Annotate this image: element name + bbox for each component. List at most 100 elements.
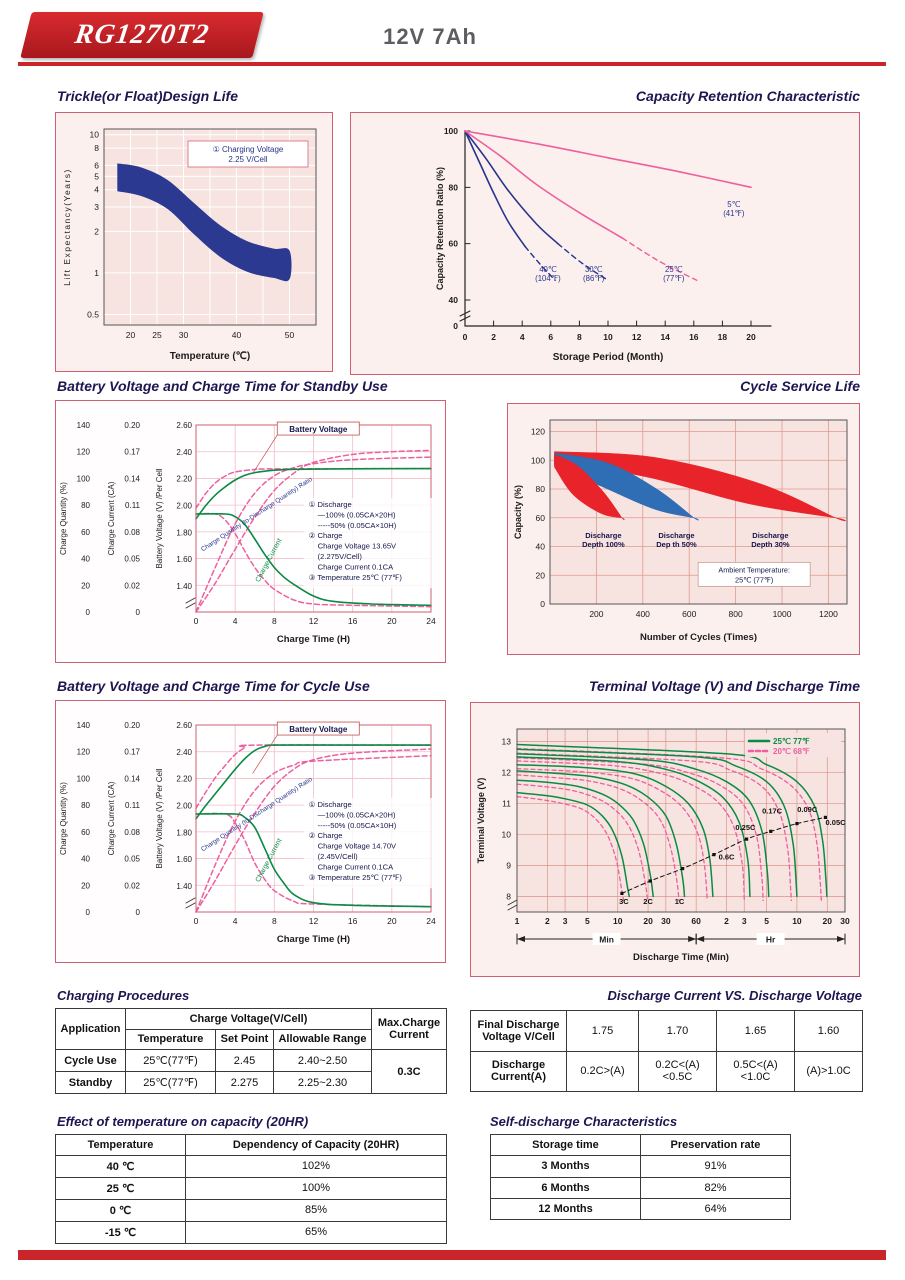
- svg-text:(2.45V/Cell): (2.45V/Cell): [318, 852, 359, 861]
- table-title-charging-procedures: Charging Procedures: [57, 988, 190, 1003]
- svg-text:Depth 100%: Depth 100%: [582, 540, 625, 549]
- svg-text:25: 25: [152, 330, 162, 340]
- svg-text:12: 12: [502, 767, 512, 777]
- svg-text:Charge Current 0.1CA: Charge Current 0.1CA: [318, 562, 394, 571]
- svg-text:0.05: 0.05: [124, 855, 140, 864]
- svg-text:Discharge Time (Min): Discharge Time (Min): [633, 952, 729, 963]
- svg-text:3: 3: [742, 916, 747, 926]
- svg-text:2: 2: [94, 226, 99, 236]
- svg-text:Min: Min: [599, 935, 614, 945]
- svg-text:2.60: 2.60: [176, 721, 192, 730]
- svg-text:(77℉): (77℉): [663, 274, 685, 283]
- chart-title-standby-charge: Battery Voltage and Charge Time for Stan…: [57, 378, 388, 394]
- allowable-range-cell: 2.25~2.30: [273, 1071, 372, 1094]
- svg-text:140: 140: [77, 721, 91, 730]
- svg-text:60: 60: [449, 239, 459, 249]
- svg-text:—100% (0.05CA×20H): —100% (0.05CA×20H): [318, 510, 396, 519]
- svg-text:5℃: 5℃: [727, 200, 740, 209]
- svg-text:60: 60: [81, 828, 90, 837]
- value-cell: 64%: [640, 1197, 791, 1221]
- svg-text:Number of Cycles (Times): Number of Cycles (Times): [640, 632, 757, 643]
- sub-header: Allowable Range: [273, 1028, 372, 1051]
- value-cell: 1.65: [716, 1010, 795, 1052]
- svg-text:80: 80: [536, 484, 546, 494]
- chart-title-discharge-time: Terminal Voltage (V) and Discharge Time: [589, 678, 860, 694]
- row-header: Final Discharge Voltage V/Cell: [470, 1010, 567, 1052]
- svg-text:0.05: 0.05: [124, 555, 140, 564]
- svg-text:Dep th 50%: Dep th 50%: [656, 540, 697, 549]
- svg-text:30: 30: [179, 330, 189, 340]
- svg-text:Capacity (%): Capacity (%): [513, 485, 523, 539]
- temperature-capacity-table: Temperature Dependency of Capacity (20HR)…: [55, 1134, 447, 1245]
- charging-procedures-table-wrap: Application Charge Voltage(V/Cell) Max.Cha…: [55, 1007, 447, 1094]
- svg-text:2.60: 2.60: [176, 421, 192, 430]
- svg-text:1.40: 1.40: [176, 582, 192, 591]
- svg-text:0.5: 0.5: [87, 310, 99, 320]
- svg-text:800: 800: [729, 609, 743, 619]
- svg-text:2.40: 2.40: [176, 748, 192, 757]
- svg-text:5: 5: [585, 916, 590, 926]
- svg-text:0.14: 0.14: [124, 474, 140, 483]
- svg-text:9: 9: [506, 860, 511, 870]
- svg-text:60: 60: [81, 528, 90, 537]
- svg-text:Charge Voltage 13.65V: Charge Voltage 13.65V: [318, 542, 397, 551]
- svg-text:0.6C: 0.6C: [719, 852, 735, 861]
- value-cell: 65%: [185, 1220, 447, 1245]
- svg-text:① Discharge: ① Discharge: [309, 500, 352, 509]
- svg-text:0.08: 0.08: [124, 828, 140, 837]
- svg-text:0.17: 0.17: [124, 748, 140, 757]
- svg-text:6: 6: [94, 160, 99, 170]
- row-header: 40 ℃: [55, 1154, 186, 1178]
- svg-text:40: 40: [81, 555, 90, 564]
- svg-text:10: 10: [613, 916, 623, 926]
- svg-text:Battery Voltage (V) /Per Cell: Battery Voltage (V) /Per Cell: [155, 468, 164, 568]
- svg-text:2.00: 2.00: [176, 802, 192, 811]
- row-header: -15 ℃: [55, 1220, 186, 1245]
- svg-text:0.08: 0.08: [124, 528, 140, 537]
- svg-text:1: 1: [515, 916, 520, 926]
- svg-text:2C: 2C: [643, 897, 653, 906]
- svg-text:80: 80: [81, 801, 90, 810]
- svg-text:16: 16: [348, 616, 358, 626]
- svg-text:20: 20: [81, 881, 90, 890]
- svg-text:16: 16: [689, 332, 699, 342]
- svg-text:100: 100: [77, 774, 91, 783]
- table-title-temperature-capacity: Effect of temperature on capacity (20HR): [57, 1114, 309, 1129]
- svg-text:14: 14: [660, 332, 670, 342]
- svg-text:5: 5: [94, 171, 99, 181]
- column-header: Storage time: [490, 1133, 641, 1157]
- svg-text:Depth 30%: Depth 30%: [751, 540, 790, 549]
- svg-text:2.25 V/Cell: 2.25 V/Cell: [228, 155, 267, 164]
- svg-text:40: 40: [449, 295, 459, 305]
- svg-text:0.20: 0.20: [124, 421, 140, 430]
- svg-text:20: 20: [823, 916, 833, 926]
- svg-text:20: 20: [536, 570, 546, 580]
- svg-text:1: 1: [94, 268, 99, 278]
- svg-text:2: 2: [545, 916, 550, 926]
- svg-text:Hr: Hr: [766, 935, 776, 945]
- svg-text:0.02: 0.02: [124, 581, 140, 590]
- svg-text:11: 11: [502, 798, 511, 808]
- svg-text:2: 2: [724, 916, 729, 926]
- svg-text:Battery Voltage (V) /Per Cell: Battery Voltage (V) /Per Cell: [155, 768, 164, 868]
- discharge-time-chart-panel: 8 9 10 11 12 13 3C 2C 1C 0.6C 0.25C 0.17C 0.09C 0.05C…: [470, 702, 860, 977]
- svg-text:Lift Expectancy(Years): Lift Expectancy(Years): [62, 168, 72, 286]
- svg-text:400: 400: [636, 609, 650, 619]
- svg-text:(104℉): (104℉): [535, 274, 561, 283]
- svg-text:2.20: 2.20: [176, 475, 192, 484]
- svg-text:25℃ 77℉: 25℃ 77℉: [773, 737, 810, 746]
- svg-text:Ambient Temperature:: Ambient Temperature:: [718, 565, 790, 574]
- svg-text:30: 30: [840, 916, 850, 926]
- svg-text:18: 18: [718, 332, 728, 342]
- value-cell: 0.2C>(A): [566, 1050, 639, 1092]
- svg-text:1.60: 1.60: [176, 855, 192, 864]
- svg-text:24: 24: [426, 916, 436, 926]
- svg-text:100: 100: [531, 455, 545, 465]
- svg-text:50: 50: [285, 330, 295, 340]
- svg-text:(41℉): (41℉): [723, 209, 745, 218]
- row-header: Discharge Current(A): [470, 1050, 567, 1092]
- svg-text:Charge Quantity (%): Charge Quantity (%): [59, 782, 68, 855]
- row-header: 3 Months: [490, 1155, 641, 1178]
